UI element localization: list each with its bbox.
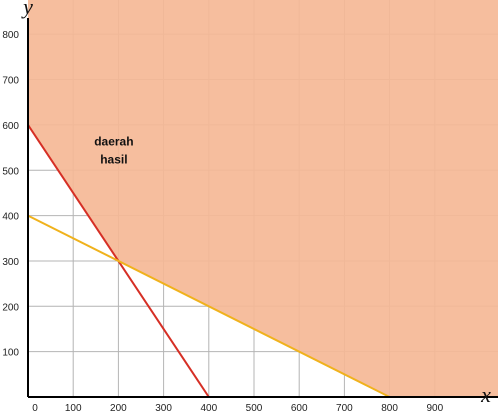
x-tick-label: 0 [32, 403, 38, 414]
y-tick-label: 800 [2, 30, 19, 41]
x-tick-label: 100 [65, 403, 82, 414]
y-tick-label: 400 [2, 212, 19, 223]
x-tick-label: 600 [291, 403, 308, 414]
y-tick-label: 700 [2, 76, 19, 87]
x-tick-label: 200 [110, 403, 127, 414]
x-tick-label: 900 [426, 403, 443, 414]
x-tick-label: 400 [200, 403, 217, 414]
y-tick-label: 300 [2, 257, 19, 268]
region-label-line-2: hasil [100, 152, 127, 166]
tick-labels: 0 100 200 300 400 500 600 700 800 900 100 200 300 400… [2, 30, 443, 414]
y-tick-label: 200 [2, 302, 19, 313]
x-tick-label: 800 [381, 403, 398, 414]
shaded-region [28, 0, 498, 397]
series-line-2 [27, 214, 391, 398]
y-tick-label: 100 [2, 348, 19, 359]
x-tick-label: 500 [246, 403, 263, 414]
y-tick-label: 600 [2, 121, 19, 132]
x-tick-label: 700 [336, 403, 353, 414]
region-label-line-1: daerah [94, 134, 133, 148]
y-axis-label: y [21, 0, 33, 19]
y-tick-label: 500 [2, 166, 19, 177]
x-axis-label: x [480, 382, 491, 407]
x-tick-label: 300 [155, 403, 172, 414]
series-lines [27, 124, 391, 398]
axes [27, 18, 498, 398]
